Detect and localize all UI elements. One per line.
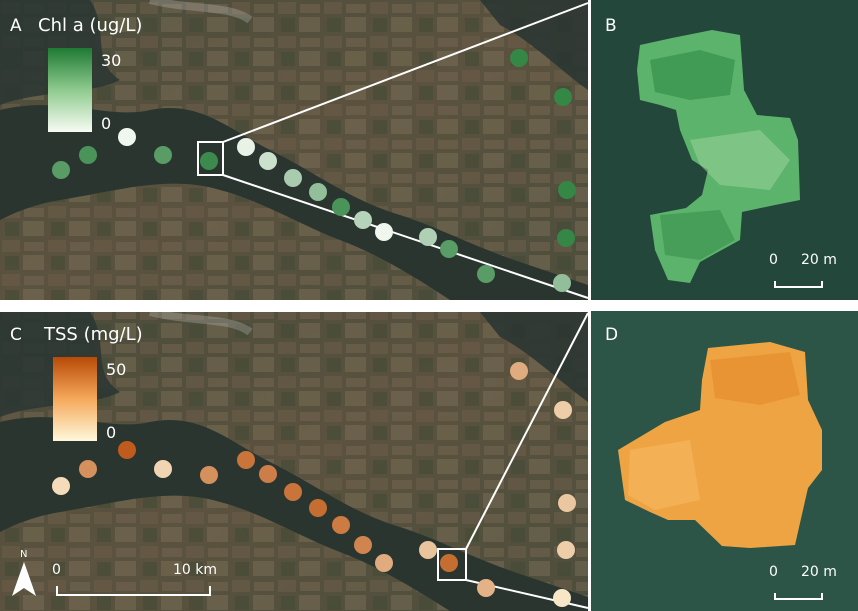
north-letter: N (20, 549, 27, 560)
tss-sampling-point (237, 451, 255, 469)
tss-sampling-point (419, 541, 437, 559)
map-scale-text: 10 km (173, 562, 217, 578)
panel-a-title: Chl a (ug/L) (38, 15, 142, 36)
tss-sampling-point (259, 465, 277, 483)
chl-sampling-point (259, 152, 277, 170)
panel-c-zoom-box (437, 548, 467, 581)
tss-sampling-point (554, 401, 572, 419)
tss-sampling-point (284, 483, 302, 501)
tss-sampling-point (477, 579, 495, 597)
panel-a-zoom-box (197, 141, 224, 176)
chl-legend-colorbar (48, 48, 92, 132)
tss-sampling-point (79, 460, 97, 478)
tss-sampling-point (510, 362, 528, 380)
tss-sampling-point (154, 460, 172, 478)
tss-sampling-point (200, 466, 218, 484)
chl-sampling-point (419, 228, 437, 246)
north-arrow-icon (12, 562, 36, 596)
panel-a-sampling-points (52, 49, 576, 292)
panel-c-title: TSS (mg/L) (43, 324, 143, 345)
tss-sampling-point (440, 554, 458, 572)
chl-sampling-point (154, 146, 172, 164)
chl-sampling-point (440, 240, 458, 258)
tss-sampling-point (553, 589, 571, 607)
chl-sampling-point (557, 229, 575, 247)
chl-sampling-point (237, 138, 255, 156)
tss-sampling-point (332, 516, 350, 534)
panel-a-map (0, 0, 588, 300)
panel-b-scale-zero: 0 (769, 252, 778, 268)
chl-sampling-point (375, 223, 393, 241)
panel-d-scale-text: 20 m (801, 564, 837, 580)
chl-sampling-point (354, 211, 372, 229)
chl-sampling-point (554, 88, 572, 106)
tss-legend-min: 0 (106, 423, 116, 442)
panel-c-sampling-points (52, 362, 576, 607)
panel-b-inset (591, 0, 858, 300)
chl-sampling-point (52, 161, 70, 179)
tss-legend-max: 50 (106, 360, 126, 379)
chl-sampling-point (118, 128, 136, 146)
tss-sampling-point (557, 541, 575, 559)
chl-sampling-point (553, 274, 571, 292)
chl-legend-max: 30 (101, 51, 121, 70)
panel-d-scale-zero: 0 (769, 564, 778, 580)
panel-a-label: A (10, 16, 22, 36)
chl-sampling-point (477, 265, 495, 283)
chl-sampling-point (558, 181, 576, 199)
chl-sampling-point (510, 49, 528, 67)
tss-sampling-point (558, 494, 576, 512)
panel-d-label: D (605, 325, 618, 345)
chl-legend-min: 0 (101, 114, 111, 133)
chl-sampling-point (284, 169, 302, 187)
panel-b-label: B (605, 16, 617, 36)
chl-sampling-point (200, 152, 218, 170)
panel-c-map (0, 312, 588, 611)
chl-sampling-point (332, 198, 350, 216)
tss-sampling-point (52, 477, 70, 495)
map-scale-zero: 0 (52, 562, 61, 578)
tss-sampling-point (309, 499, 327, 517)
panel-b-scale-text: 20 m (801, 252, 837, 268)
panel-d-inset (591, 311, 858, 611)
tss-legend-colorbar (53, 357, 97, 441)
panel-c-label: C (10, 325, 22, 345)
tss-sampling-point (354, 536, 372, 554)
tss-sampling-point (375, 554, 393, 572)
chl-sampling-point (309, 183, 327, 201)
map-scale-bar (56, 586, 211, 596)
chl-sampling-point (79, 146, 97, 164)
tss-sampling-point (118, 441, 136, 459)
